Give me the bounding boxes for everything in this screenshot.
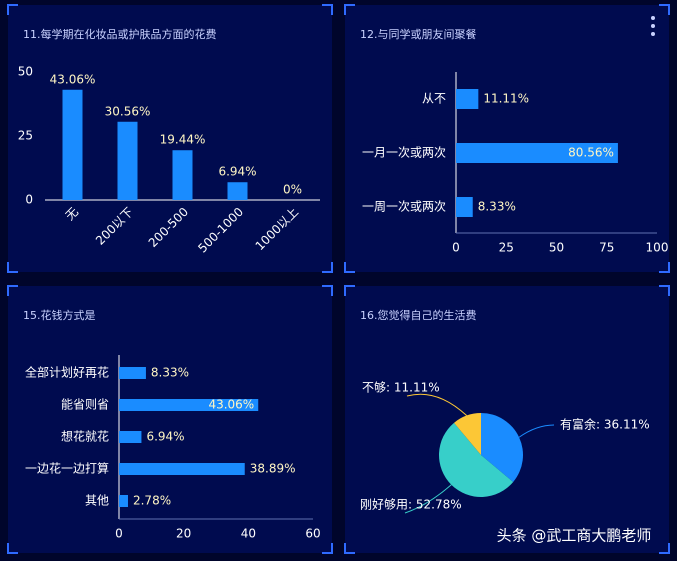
- pie-slice: [481, 413, 523, 482]
- y-tick-label: 25: [18, 129, 33, 143]
- corner: [659, 543, 670, 554]
- corner: [322, 285, 333, 296]
- leader-line: [406, 393, 467, 416]
- pie-label: 不够: 11.11%: [362, 381, 440, 395]
- corner: [7, 262, 18, 273]
- x-tick-label: 40: [241, 527, 256, 541]
- value-label: 8.33%: [478, 200, 516, 214]
- y-tick-label: 一周一次或两次: [362, 200, 446, 214]
- chart-title: 12.与同学或朋友间聚餐: [360, 27, 477, 41]
- corner: [7, 4, 18, 15]
- pie-label: 刚好够用: 52.78%: [360, 498, 462, 512]
- y-tick-label: 从不: [422, 92, 446, 106]
- menu-dot: [651, 16, 655, 20]
- x-tick-label: 0: [115, 527, 123, 541]
- corner: [322, 262, 333, 273]
- value-label: 6.94%: [146, 430, 184, 444]
- x-tick-label: 60: [305, 527, 320, 541]
- y-tick-label: 想花就花: [61, 429, 109, 444]
- corner: [344, 285, 355, 296]
- menu-dot: [651, 24, 655, 28]
- pie-label: 有富余: 36.11%: [560, 417, 650, 432]
- value-label: 6.94%: [218, 165, 256, 179]
- value-label: 0%: [283, 183, 302, 197]
- watermark: 头条 @武工商大鹏老师: [497, 527, 652, 545]
- bar: [456, 197, 473, 217]
- y-tick-label: 0: [25, 193, 33, 207]
- x-tick-label: 75: [599, 241, 614, 255]
- bar: [119, 367, 146, 379]
- bar: [119, 399, 259, 411]
- bar: [119, 463, 245, 475]
- leader-line: [404, 484, 452, 514]
- bar: [119, 431, 142, 443]
- x-tick-label: 0: [452, 241, 460, 255]
- corner: [7, 285, 18, 296]
- x-tick-label: 50: [549, 241, 564, 255]
- bar: [227, 182, 248, 200]
- corner: [659, 4, 670, 15]
- value-label: 11.11%: [483, 92, 529, 106]
- corner: [344, 262, 355, 273]
- bar: [117, 121, 138, 200]
- panel: [8, 5, 332, 272]
- x-tick-label: 20: [176, 527, 191, 541]
- pie-slice: [439, 422, 514, 497]
- bar: [119, 495, 128, 507]
- corner: [344, 4, 355, 15]
- corner: [659, 262, 670, 273]
- y-tick-label: 一边花一边打算: [25, 461, 109, 476]
- value-label: 19.44%: [160, 133, 206, 147]
- value-label: 43.06%: [50, 72, 96, 86]
- pie-slice: [454, 413, 481, 455]
- panel: [8, 286, 332, 553]
- value-label: 80.56%: [568, 146, 614, 160]
- corner: [659, 285, 670, 296]
- value-label: 43.06%: [208, 398, 254, 412]
- corner: [322, 543, 333, 554]
- panel: [345, 286, 669, 553]
- bar: [172, 150, 193, 200]
- y-tick-label: 能省则省: [61, 398, 109, 412]
- chart-title: 16.您觉得自己的生活费: [360, 308, 477, 322]
- bar: [62, 89, 83, 200]
- y-tick-label: 其他: [85, 494, 109, 508]
- y-tick-label: 一月一次或两次: [362, 146, 446, 160]
- y-tick-label: 50: [18, 65, 33, 79]
- corner: [322, 4, 333, 15]
- leader-line: [518, 424, 555, 438]
- value-label: 8.33%: [151, 366, 189, 380]
- bar: [456, 89, 479, 109]
- corner: [7, 543, 18, 554]
- chart-title: 11.每学期在化妆品或护肤品方面的花费: [23, 27, 217, 41]
- chart-title: 15.花钱方式是: [23, 308, 96, 322]
- x-tick-label: 25: [499, 241, 514, 255]
- y-tick-label: 全部计划好再花: [25, 365, 109, 380]
- corner: [344, 543, 355, 554]
- bar: [456, 143, 618, 163]
- panel: [345, 5, 669, 272]
- value-label: 30.56%: [105, 104, 151, 118]
- value-label: 38.89%: [250, 462, 296, 476]
- x-tick-label: 100: [646, 241, 669, 255]
- value-label: 2.78%: [133, 494, 171, 508]
- menu-dot: [651, 32, 655, 36]
